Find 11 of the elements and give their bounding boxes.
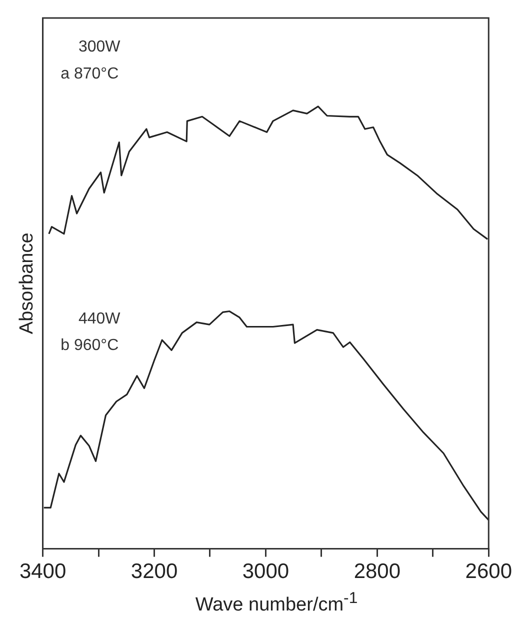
annotation: 440W: [78, 310, 122, 328]
y-axis-title: Absorbance: [16, 232, 38, 334]
annotation: b 960°C: [60, 336, 119, 354]
x-tick-label: 3400: [19, 560, 66, 584]
x-tick-label: 2800: [354, 560, 401, 584]
x-tick-label: 3200: [130, 560, 178, 584]
text: 300W: [78, 38, 122, 56]
x-tick-label: 3000: [242, 560, 290, 584]
text: a 870°C: [60, 66, 119, 83]
x-axis-title: Wave number/cm$^{-1}$: [194, 589, 359, 616]
x-tick-label: 2600: [465, 560, 512, 584]
